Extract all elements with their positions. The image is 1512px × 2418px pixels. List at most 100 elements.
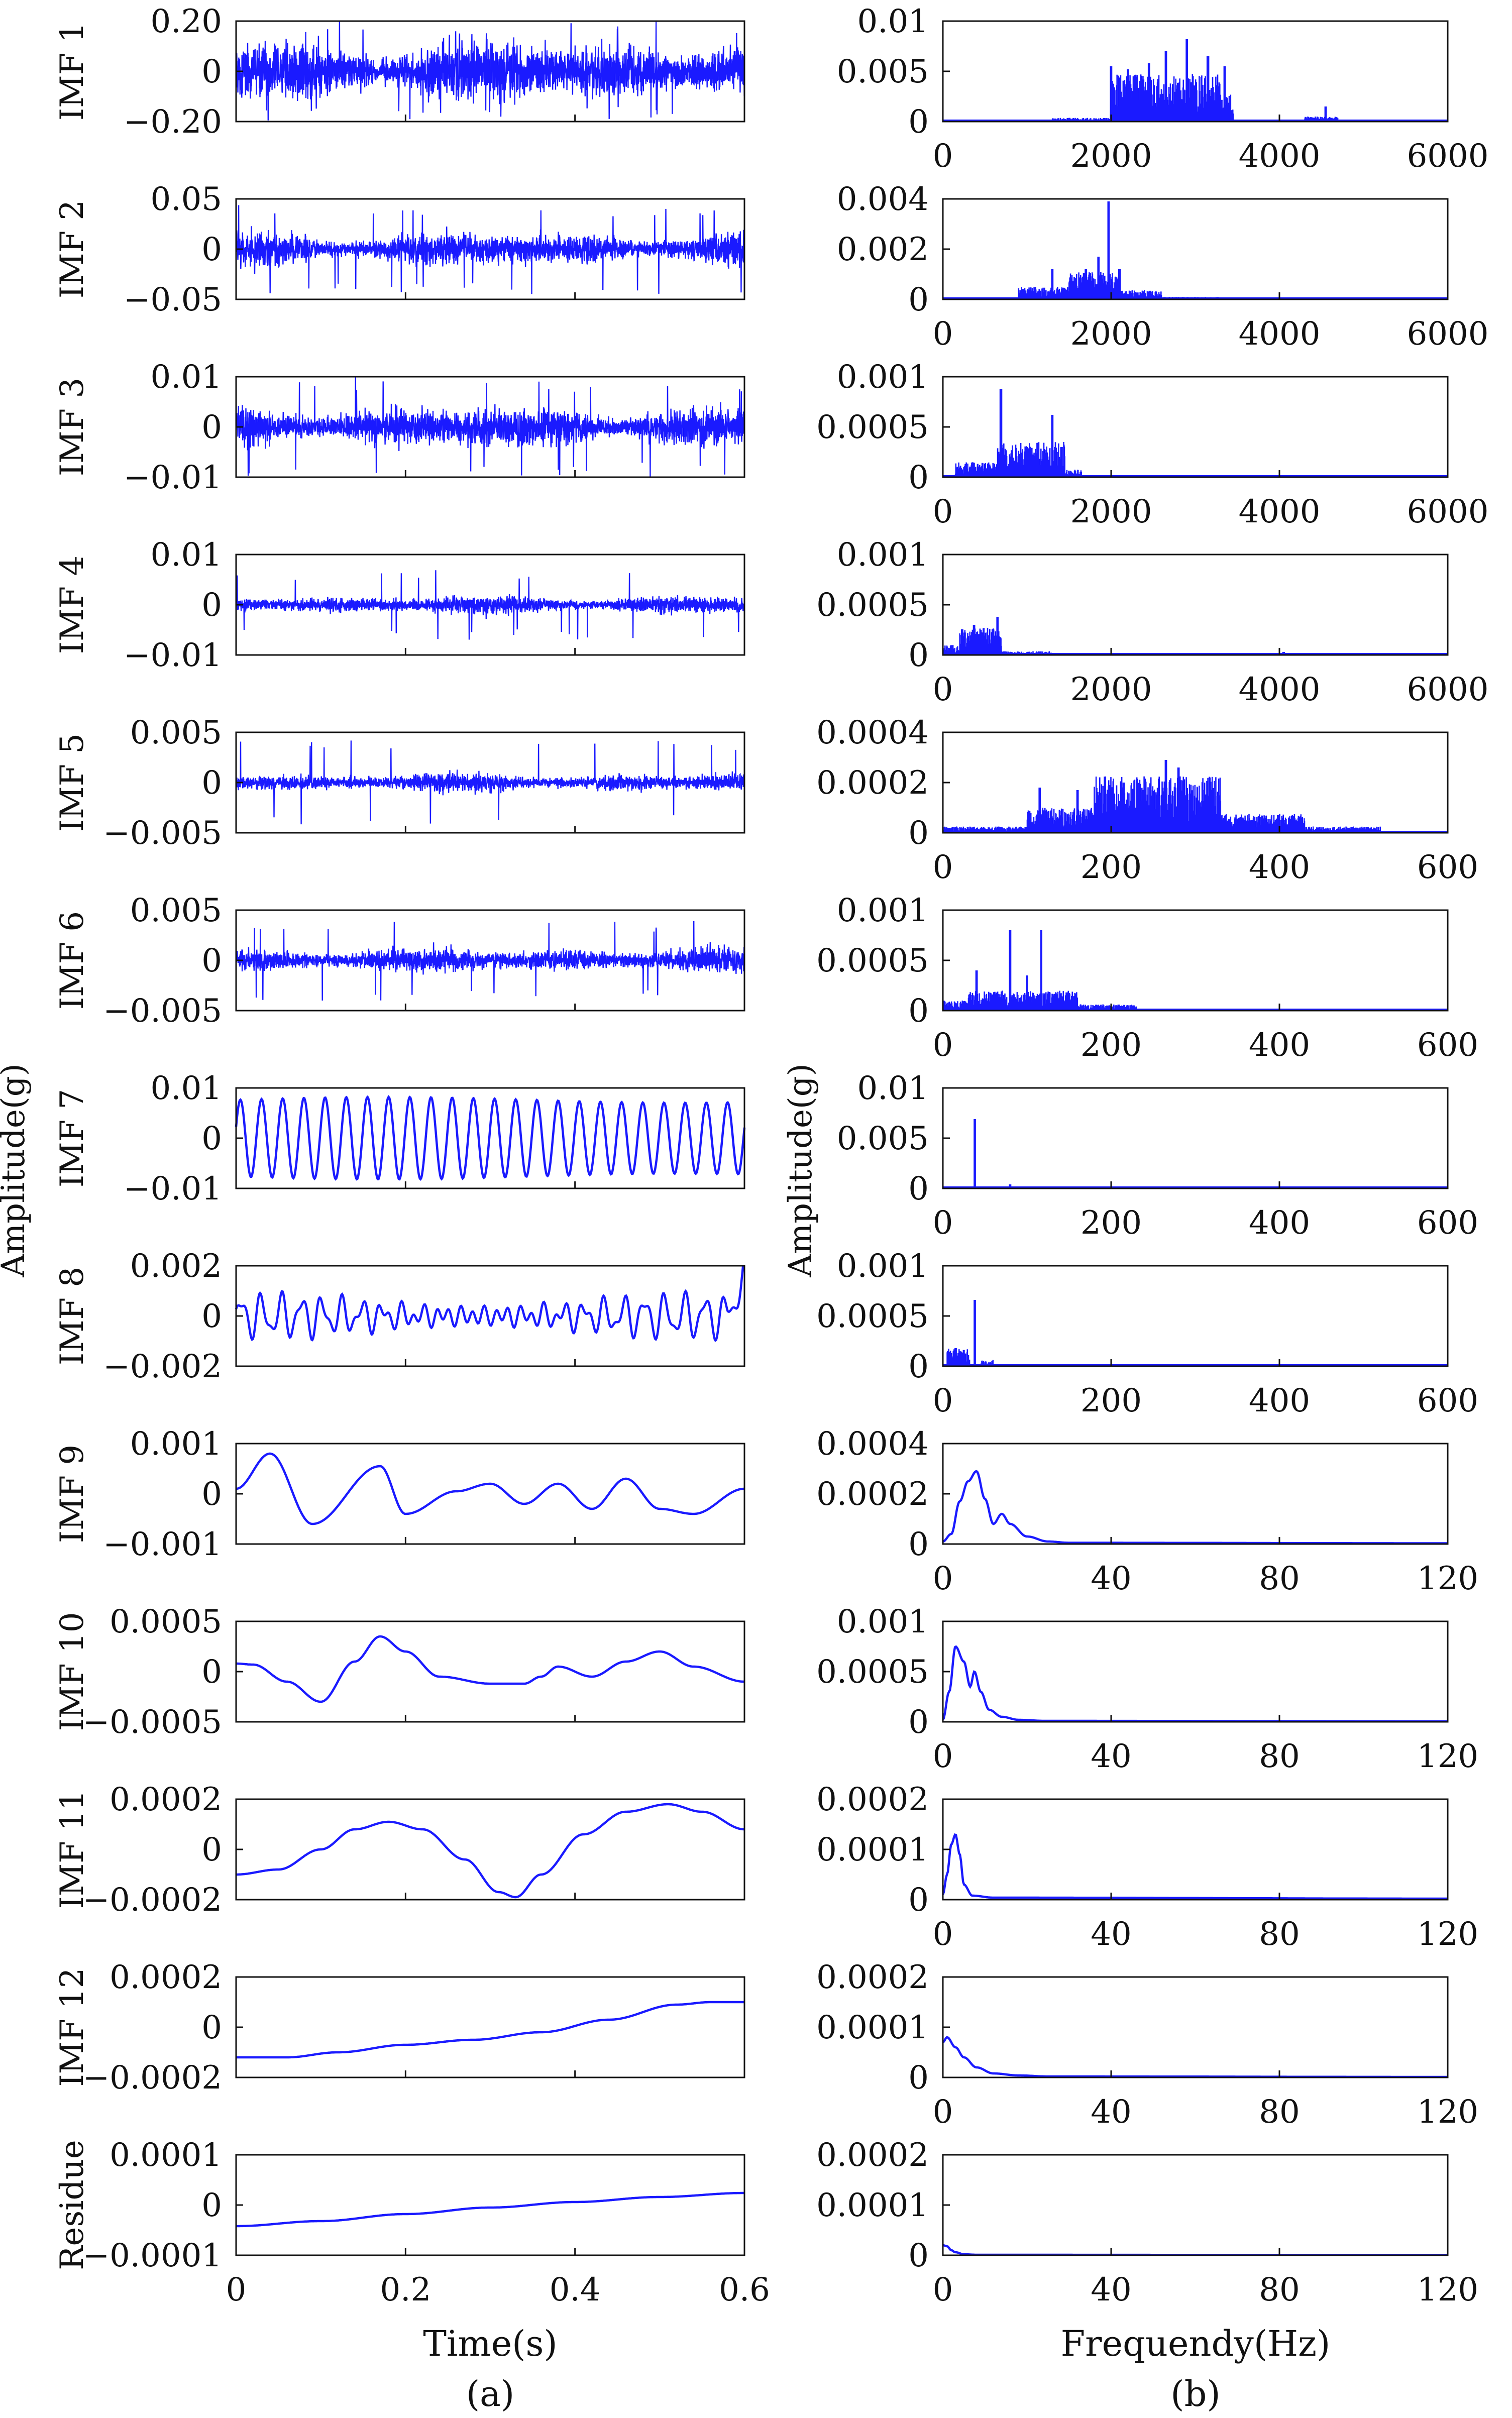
spectrum-bars [946, 1300, 1449, 1366]
spectrum-xtick-label: 200 [1081, 1027, 1142, 1064]
spectrum-plot-frame [942, 554, 1449, 656]
time-ytick-label: 0 [201, 1831, 222, 1869]
spectrum-ytick-label: 0.001 [837, 536, 929, 574]
spectrum-ytick-label: 0.001 [837, 1603, 929, 1640]
spectrum-panel: 0.0002 0.0001 00 40 80 120 [816, 1959, 1478, 2131]
time-panel: 0.001 0 −0.001 IMF 9 [54, 1425, 745, 1563]
spectrum-plot-frame [942, 1265, 1449, 1367]
time-series-line [236, 1452, 744, 1525]
spectrum-plot-frame [942, 1976, 1449, 2078]
spectrum-plot-frame [942, 909, 1449, 1012]
time-ytick-label: 0.01 [151, 359, 223, 396]
time-panel: 0.01 0 −0.01 IMF 4 [54, 536, 745, 674]
time-ytick-label: 0.0002 [110, 1781, 222, 1818]
frequency-axis-label: Frequendy(Hz) [1061, 2323, 1331, 2364]
spectrum-xtick-label: 40 [1091, 2271, 1131, 2309]
spectrum-xtick-label: 4000 [1239, 138, 1321, 175]
time-panel: 0.01 0 −0.01 IMF 3 [54, 359, 745, 496]
spectrum-plot-frame [942, 1798, 1449, 1901]
spectrum-xtick-label: 80 [1259, 1738, 1300, 1775]
spectrum-panel: 0.0002 0.0001 00 40 80 120 [816, 1781, 1478, 1953]
time-series-line [235, 205, 745, 294]
time-ytick-label: 0 [201, 1120, 222, 1157]
time-ytick-label: 0.01 [151, 1070, 223, 1107]
spectrum-ytick-label: 0.001 [837, 892, 929, 929]
imf-row-label: IMF 5 [54, 733, 91, 832]
spectrum-bars [942, 760, 1381, 833]
spectrum-ytick-label: 0.0002 [816, 1959, 929, 1996]
spectrum-xtick-label: 600 [1417, 1204, 1478, 1242]
spectrum-ytick-label: 0.0005 [816, 409, 929, 446]
spectrum-ytick-label: 0.0001 [816, 1831, 929, 1869]
spectrum-ytick-label: 0 [908, 281, 929, 318]
spectrum-ytick-label: 0.0004 [816, 714, 929, 751]
spectrum-ytick-label: 0.005 [837, 1120, 929, 1157]
spectrum-ytick-label: 0.0004 [816, 1425, 929, 1463]
spectrum-xtick-label: 0 [933, 2094, 953, 2131]
time-ytick-label: 0.002 [130, 1248, 222, 1285]
time-series-line [236, 1635, 744, 1703]
spectrum-xtick-label: 600 [1417, 1027, 1478, 1064]
spectrum-ytick-label: 0.0002 [816, 1781, 929, 1818]
spectrum-ytick-label: 0 [908, 1704, 929, 1741]
spectrum-bars [954, 389, 1449, 477]
time-ytick-label: 0 [201, 53, 222, 90]
spectrum-ytick-label: 0 [908, 1882, 929, 1919]
spectrum-xtick-label: 40 [1091, 2094, 1131, 2131]
imf-row-label: IMF 7 [54, 1089, 91, 1187]
spectrum-panel: 0.001 0.0005 00 200 400 600 [816, 1248, 1478, 1419]
spectrum-plot-frame [942, 1620, 1449, 1723]
spectrum-xtick-label: 0 [933, 671, 953, 708]
spectrum-xtick-label: 120 [1417, 2271, 1478, 2309]
spectrum-plot-frame [942, 1087, 1449, 1189]
spectrum-xtick-label: 0 [933, 138, 953, 175]
spectrum-line [942, 1645, 1448, 1723]
spectrum-panel: 0.001 0.0005 00 2000 4000 6000 [816, 536, 1488, 708]
spectrum-ytick-label: 0.01 [857, 1070, 929, 1107]
spectrum-line [942, 1470, 1448, 1545]
spectrum-xtick-label: 600 [1417, 849, 1478, 886]
time-series-line [235, 21, 745, 121]
spectrum-ytick-label: 0 [908, 637, 929, 674]
time-ytick-label: 0.0002 [110, 1959, 222, 1996]
spectrum-bars [942, 930, 1449, 1011]
time-ytick-label: 0 [201, 587, 222, 624]
imf-row-label: IMF 8 [54, 1267, 91, 1365]
spectrum-xtick-label: 80 [1259, 2271, 1300, 2309]
spectrum-panel: 0.0002 0.0001 00 40 80 120 [816, 2137, 1478, 2309]
spectrum-xtick-label: 40 [1091, 1916, 1131, 1953]
time-ytick-label: −0.0005 [82, 1704, 222, 1741]
spectrum-xtick-label: 6000 [1407, 493, 1489, 530]
spectrum-ytick-label: 0.0005 [816, 587, 929, 624]
spectrum-panel: 0.001 0.0005 00 2000 4000 6000 [816, 359, 1488, 530]
spectrum-plot-frame [942, 2154, 1449, 2256]
spectrum-xtick-label: 0 [933, 315, 953, 353]
spectrum-ytick-label: 0.0001 [816, 2187, 929, 2224]
spectrum-ytick-label: 0.0002 [816, 2137, 929, 2174]
time-ytick-label: 0 [201, 2187, 222, 2224]
spectrum-ytick-label: 0 [908, 2237, 929, 2274]
spectrum-ytick-label: 0 [908, 815, 929, 852]
time-series-line [236, 2001, 744, 2059]
spectrum-bars [1018, 201, 1222, 299]
spectrum-ytick-label: 0.001 [837, 1248, 929, 1285]
time-ytick-label: 0 [201, 1654, 222, 1691]
time-ytick-label: −0.0002 [82, 2059, 222, 2097]
time-axis-label: Time(s) [423, 2323, 557, 2364]
spectrum-xtick-label: 2000 [1070, 315, 1152, 353]
spectrum-panel: 0.01 0.005 00 200 400 600 [837, 1070, 1478, 1242]
time-series-line [236, 570, 745, 640]
spectrum-ytick-label: 0.0001 [816, 2009, 929, 2046]
spectrum-xtick-label: 0 [933, 849, 953, 886]
spectrum-xtick-label: 0 [933, 1027, 953, 1064]
imf-row-label: IMF 2 [54, 200, 91, 298]
time-ytick-label: −0.0002 [82, 1882, 222, 1919]
spectrum-xtick-label: 0 [933, 1738, 953, 1775]
spectrum-line [941, 1833, 1448, 1900]
imf-row-label: IMF 1 [54, 22, 91, 121]
spectrum-ytick-label: 0 [908, 993, 929, 1030]
